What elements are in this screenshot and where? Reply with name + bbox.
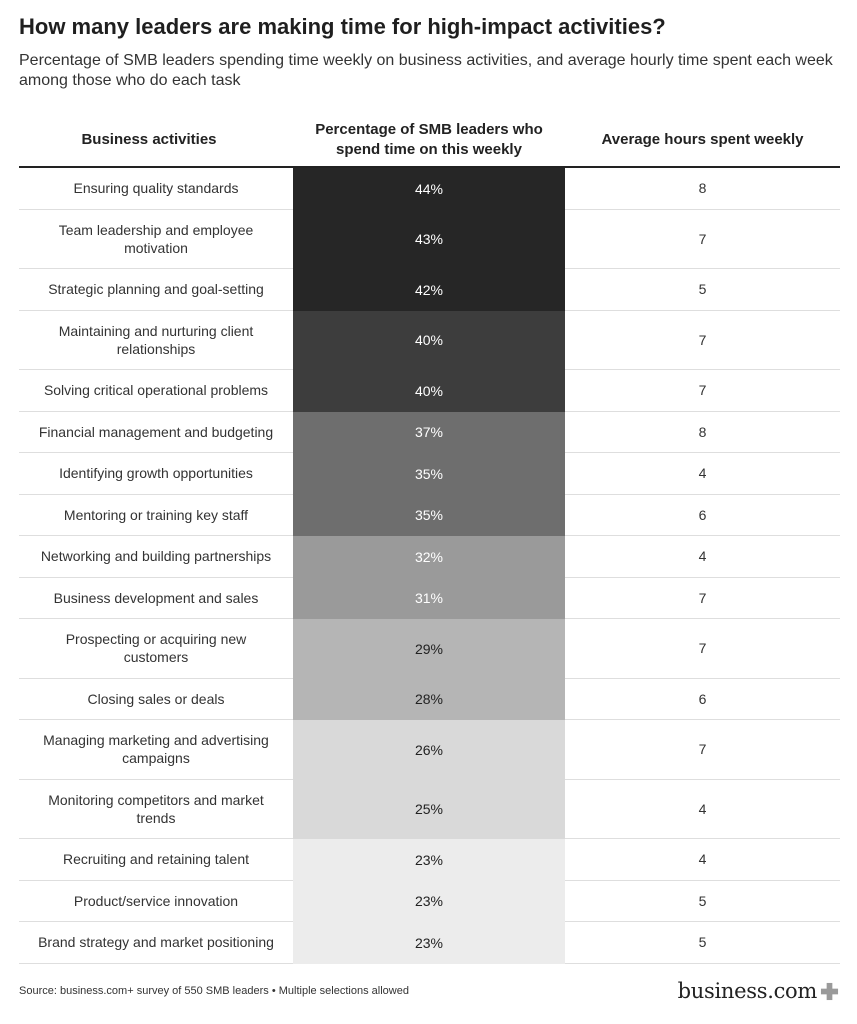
hours-cell: 4 [565,453,840,495]
table-row: Business development and sales 31% 7 [19,577,840,619]
activity-cell: Brand strategy and market positioning [19,922,293,964]
table-row: Solving critical operational problems 40%… [19,370,840,412]
table-row: Product/service innovation 23% 5 [19,880,840,922]
percentage-cell: 44% [293,168,565,210]
hours-cell: 7 [565,720,840,780]
logo-text: business.com [677,979,818,1003]
percentage-cell: 35% [293,494,565,536]
table-row: Maintaining and nurturing client relatio… [19,310,840,370]
hours-cell: 8 [565,412,840,453]
percentage-cell: 25% [293,779,565,839]
hours-cell: 8 [565,168,840,210]
activity-cell: Strategic planning and goal-setting [19,269,293,311]
activity-cell: Recruiting and retaining talent [19,839,293,881]
plus-icon [820,982,839,1000]
hours-cell: 7 [565,619,840,679]
hours-cell: 4 [565,780,840,839]
column-header-hours: Average hours spent weekly [601,131,804,148]
source-note: Source: business.com+ survey of 550 SMB … [19,985,409,997]
hours-cell: 5 [565,269,840,311]
activity-cell: Team leadership and employee motivation [19,210,293,269]
activity-cell: Financial management and budgeting [19,412,293,453]
table-row: Prospecting or acquiring new customers 29… [19,619,840,679]
table-row: Managing marketing and advertising campa… [19,720,840,780]
hours-cell: 7 [565,578,840,619]
column-header-activities: Business activities [81,131,217,148]
hours-cell: 7 [565,210,840,269]
table-row: Ensuring quality standards 44% 8 [19,168,840,210]
activity-cell: Prospecting or acquiring new customers [19,619,293,679]
activity-cell: Mentoring or training key staff [19,495,293,536]
activity-cell: Maintaining and nurturing client relatio… [19,311,293,370]
percentage-cell: 23% [293,922,565,964]
table-row: Brand strategy and market positioning 23%… [19,922,840,964]
table-row: Networking and building partnerships 32% 4 [19,536,840,578]
activity-cell: Managing marketing and advertising campa… [19,720,293,780]
table-row: Identifying growth opportunities 35% 4 [19,453,840,495]
hours-cell: 5 [565,881,840,922]
column-header-percentage: Percentage of SMB leaders who spend time… [315,121,543,158]
percentage-cell: 42% [293,269,565,311]
percentage-cell: 23% [293,839,565,881]
percentage-cell: 29% [293,619,565,679]
percentage-cell: 31% [293,577,565,619]
table-row: Monitoring competitors and market trends… [19,779,840,839]
hours-cell: 6 [565,679,840,720]
percentage-cell: 35% [293,453,565,495]
chart-subtitle: Percentage of SMB leaders spending time … [19,52,833,89]
percentage-cell: 43% [293,209,565,269]
activity-cell: Identifying growth opportunities [19,453,293,495]
table-header: Business activities Percentage of SMB le… [19,114,840,168]
table-row: Strategic planning and goal-setting 42% 5 [19,269,840,311]
percentage-cell: 23% [293,880,565,922]
percentage-cell: 40% [293,370,565,412]
chart-title: How many leaders are making time for hig… [19,14,666,39]
activity-cell: Closing sales or deals [19,679,293,720]
table-row: Team leadership and employee motivation 4… [19,209,840,269]
table-row: Mentoring or training key staff 35% 6 [19,494,840,536]
hours-cell: 4 [565,839,840,881]
percentage-cell: 28% [293,678,565,720]
percentage-cell: 26% [293,720,565,780]
hours-cell: 7 [565,311,840,370]
hours-cell: 6 [565,495,840,536]
hours-cell: 5 [565,922,840,964]
percentage-cell: 32% [293,536,565,578]
table-row: Financial management and budgeting 37% 8 [19,411,840,453]
percentage-cell: 40% [293,310,565,370]
hours-cell: 4 [565,536,840,578]
activity-cell: Monitoring competitors and market trends [19,780,293,839]
activity-cell: Solving critical operational problems [19,370,293,412]
table-row: Closing sales or deals 28% 6 [19,678,840,720]
activity-cell: Product/service innovation [19,881,293,922]
activity-cell: Networking and building partnerships [19,536,293,578]
table-row: Recruiting and retaining talent 23% 4 [19,839,840,881]
hours-cell: 7 [565,370,840,412]
activity-cell: Ensuring quality standards [19,168,293,210]
brand-logo: business.com [678,979,839,1003]
activity-cell: Business development and sales [19,578,293,619]
percentage-cell: 37% [293,411,565,453]
